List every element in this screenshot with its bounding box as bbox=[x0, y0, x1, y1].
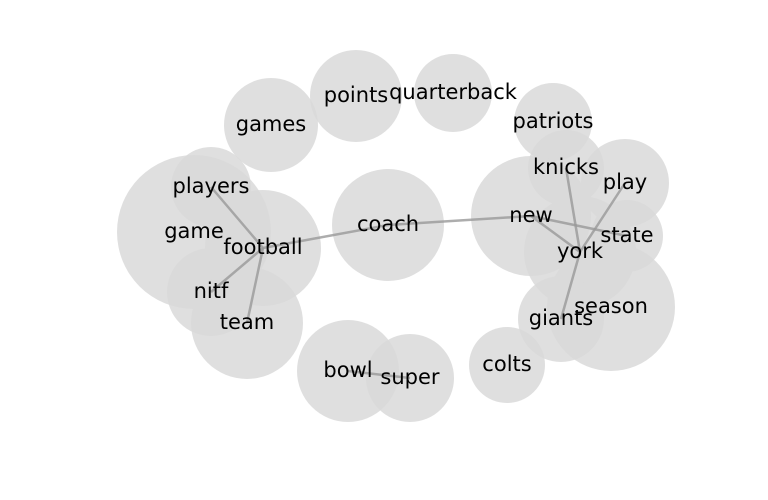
edge-football-nitf bbox=[210, 247, 264, 293]
node-label-new: new bbox=[509, 203, 552, 227]
node-label-game: game bbox=[164, 219, 224, 243]
node-label-knicks: knicks bbox=[533, 155, 599, 179]
node-label-nitf: nitf bbox=[194, 279, 229, 303]
node-label-state: state bbox=[600, 223, 653, 247]
node-label-bowl: bowl bbox=[323, 358, 372, 382]
node-circle-colts bbox=[469, 327, 545, 403]
edge-lines bbox=[210, 167, 628, 380]
node-label-play: play bbox=[603, 170, 647, 194]
edge-york-knicks bbox=[564, 167, 582, 253]
node-label-york: york bbox=[557, 239, 604, 263]
node-label-season: season bbox=[574, 294, 648, 318]
edge-players-football bbox=[210, 186, 264, 249]
edge-coach-new bbox=[387, 214, 532, 227]
node-label-patriots: patriots bbox=[513, 109, 594, 133]
node-label-players: players bbox=[173, 174, 250, 198]
node-label-football: football bbox=[223, 235, 302, 259]
node-circle-games bbox=[224, 78, 318, 172]
node-label-points: points bbox=[324, 83, 389, 107]
node-label-colts: colts bbox=[482, 352, 531, 376]
node-circle-quarterback bbox=[414, 54, 492, 132]
node-label-games: games bbox=[236, 112, 307, 136]
edge-bowl-super bbox=[347, 369, 411, 380]
edge-football-team bbox=[245, 247, 265, 324]
edge-york-play bbox=[578, 182, 627, 253]
edge-football-coach bbox=[262, 223, 389, 250]
node-label-coach: coach bbox=[357, 212, 419, 236]
edge-york-giants bbox=[559, 251, 582, 320]
node-label-quarterback: quarterback bbox=[389, 80, 518, 104]
edge-new-york bbox=[530, 214, 581, 254]
edge-new-state bbox=[530, 214, 628, 238]
node-label-giants: giants bbox=[529, 306, 594, 330]
node-label-super: super bbox=[380, 365, 440, 389]
node-label-team: team bbox=[220, 310, 274, 334]
node-circle-points bbox=[310, 50, 402, 142]
